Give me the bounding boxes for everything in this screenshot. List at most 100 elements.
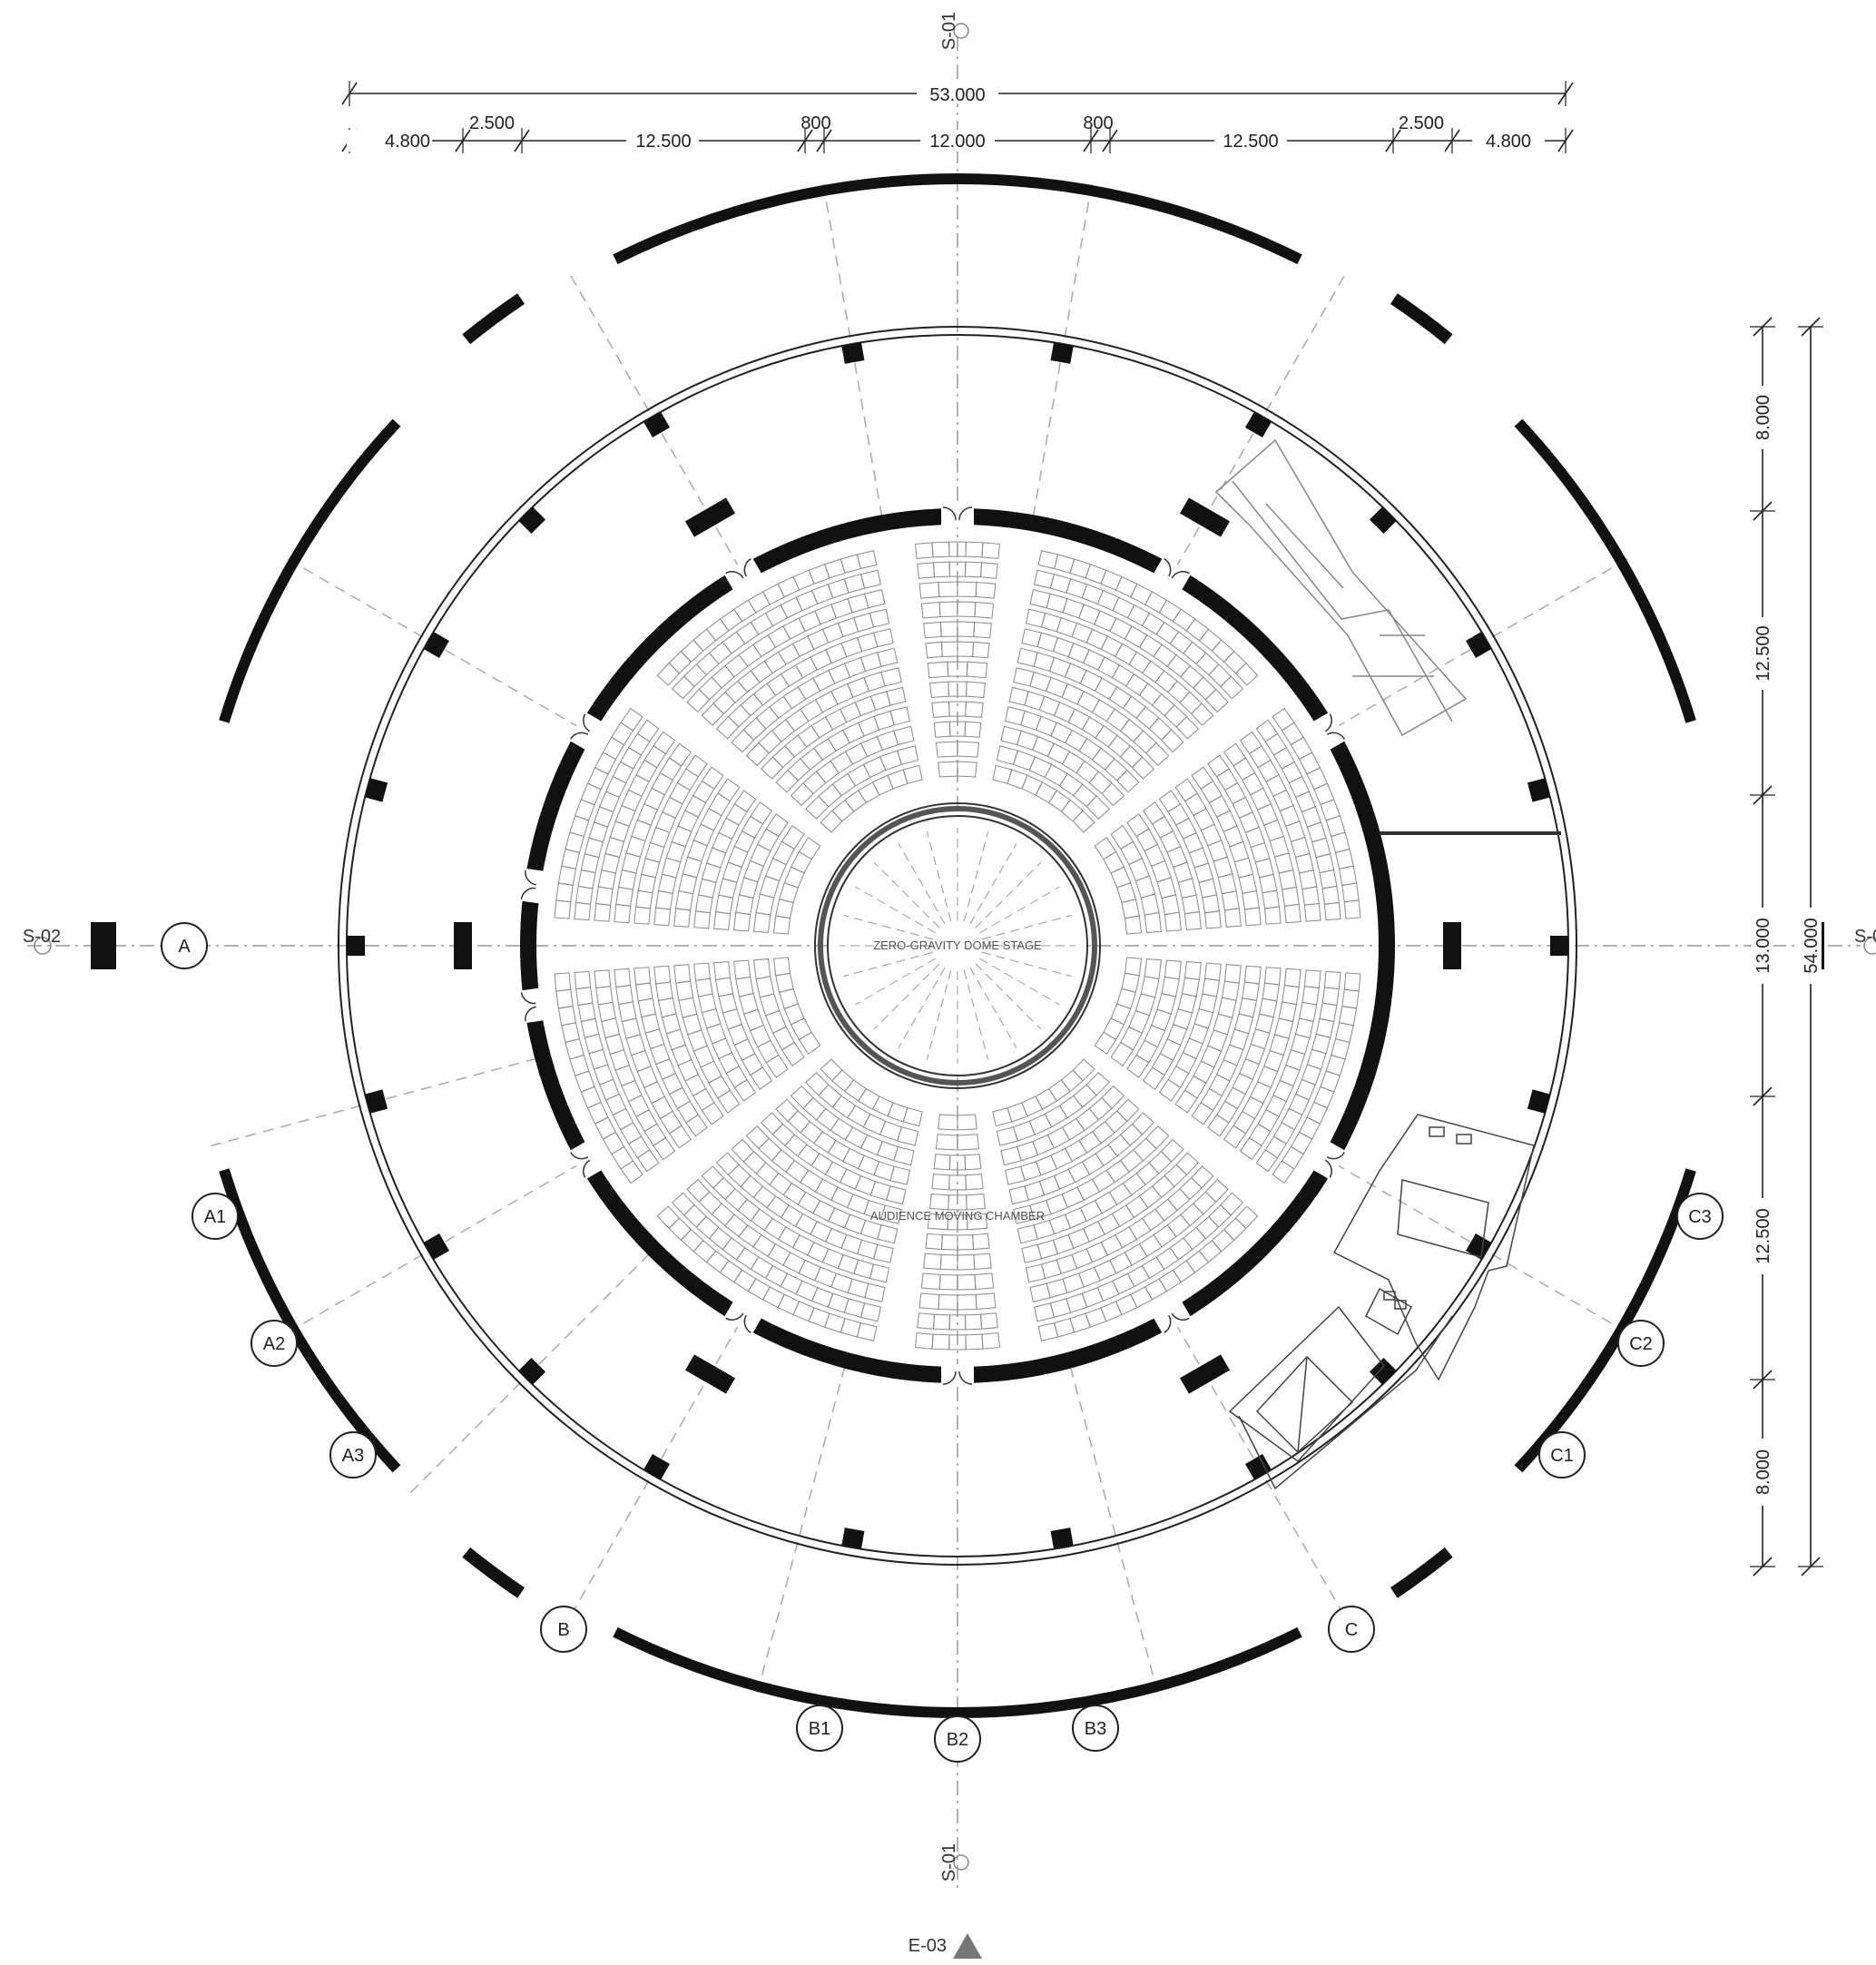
seat: [1126, 1264, 1151, 1288]
seat: [1195, 1215, 1220, 1240]
seat: [614, 804, 636, 827]
seat: [695, 1215, 720, 1240]
seat: [814, 604, 838, 625]
seat: [637, 997, 656, 1018]
seat: [1092, 747, 1115, 771]
seat: [1135, 1162, 1160, 1186]
seat: [1035, 1154, 1058, 1176]
seat: [655, 811, 677, 833]
seat: [1076, 1178, 1101, 1202]
seat: [981, 1332, 1001, 1350]
radial-line: [754, 1366, 846, 1700]
seat: [727, 845, 749, 869]
seat: [631, 819, 652, 842]
seat: [1200, 1045, 1223, 1068]
seat: [1141, 1256, 1165, 1280]
seat: [1128, 1009, 1151, 1034]
column: [1443, 922, 1461, 969]
section-label-bottom: S-01: [939, 1843, 959, 1881]
seat: [862, 1113, 887, 1135]
seat: [713, 910, 732, 930]
seat: [1142, 1066, 1165, 1090]
seat: [1257, 1066, 1279, 1089]
seat: [1233, 1110, 1256, 1135]
seat: [698, 1191, 722, 1215]
seat: [656, 1205, 681, 1230]
seat: [1223, 825, 1244, 848]
seat: [686, 1178, 711, 1204]
seat: [1167, 803, 1190, 826]
seat: [927, 1213, 949, 1231]
seat: [1148, 1150, 1173, 1174]
seat: [697, 993, 717, 1014]
seat: [1110, 1041, 1134, 1066]
seat: [965, 1333, 984, 1351]
seat: [975, 582, 997, 599]
seat: [735, 1247, 760, 1271]
seat: [718, 993, 738, 1014]
seat: [1259, 873, 1278, 894]
seat: [763, 651, 787, 674]
outer-arc-wall: [462, 1547, 525, 1598]
seat: [1238, 1058, 1260, 1080]
grid-bubble-b3: B3: [1072, 1705, 1119, 1752]
seat: [1223, 1217, 1247, 1242]
seat: [935, 741, 958, 758]
seat: [737, 1198, 761, 1222]
seat: [687, 840, 708, 862]
section-mark-left: S-02: [23, 927, 61, 955]
seat: [795, 589, 819, 612]
seat: [731, 1138, 755, 1163]
seat: [785, 708, 810, 732]
grid-bubble-c2: C2: [1617, 1320, 1665, 1367]
seat: [1341, 882, 1360, 903]
seat: [673, 908, 692, 928]
seat: [777, 643, 800, 665]
seat: [1091, 1169, 1115, 1193]
seat: [1164, 959, 1182, 980]
seat: [1065, 729, 1088, 752]
seat: [1035, 715, 1058, 737]
seat: [830, 683, 854, 705]
seat: [1048, 1213, 1072, 1235]
seat: [766, 673, 790, 696]
seat: [1159, 1038, 1182, 1061]
seat: [802, 1096, 827, 1121]
seat: [1128, 1217, 1152, 1241]
seat: [655, 981, 673, 1002]
seat: [1166, 1023, 1188, 1046]
seat: [1204, 688, 1229, 713]
seat: [775, 972, 794, 994]
seat: [931, 701, 950, 718]
seat: [781, 825, 805, 850]
seat: [628, 1135, 651, 1159]
seat: [771, 1026, 795, 1051]
seat: [1061, 751, 1085, 774]
seat: [1085, 628, 1108, 650]
seat: [765, 1054, 789, 1078]
seat: [575, 1070, 595, 1093]
seat: [693, 910, 711, 929]
seat: [1103, 1017, 1125, 1041]
seat: [1166, 1213, 1191, 1238]
seat: [840, 636, 863, 658]
seat: [859, 569, 881, 589]
seat: [1315, 853, 1335, 874]
seat: [767, 1243, 791, 1266]
seat: [1158, 1078, 1182, 1102]
seat: [1244, 826, 1266, 849]
seat: [1140, 893, 1160, 916]
seat: [1188, 1023, 1210, 1045]
seat: [859, 1134, 883, 1156]
seat: [1281, 1107, 1303, 1131]
seat: [1046, 1126, 1071, 1149]
stage-ray: [926, 969, 952, 1060]
seat: [705, 847, 727, 869]
seat: [749, 1024, 771, 1048]
seat: [933, 1154, 951, 1171]
seat: [1216, 810, 1238, 832]
seat: [887, 1102, 909, 1123]
seat: [677, 810, 699, 832]
seat: [1046, 1194, 1068, 1215]
column: [423, 1233, 449, 1261]
